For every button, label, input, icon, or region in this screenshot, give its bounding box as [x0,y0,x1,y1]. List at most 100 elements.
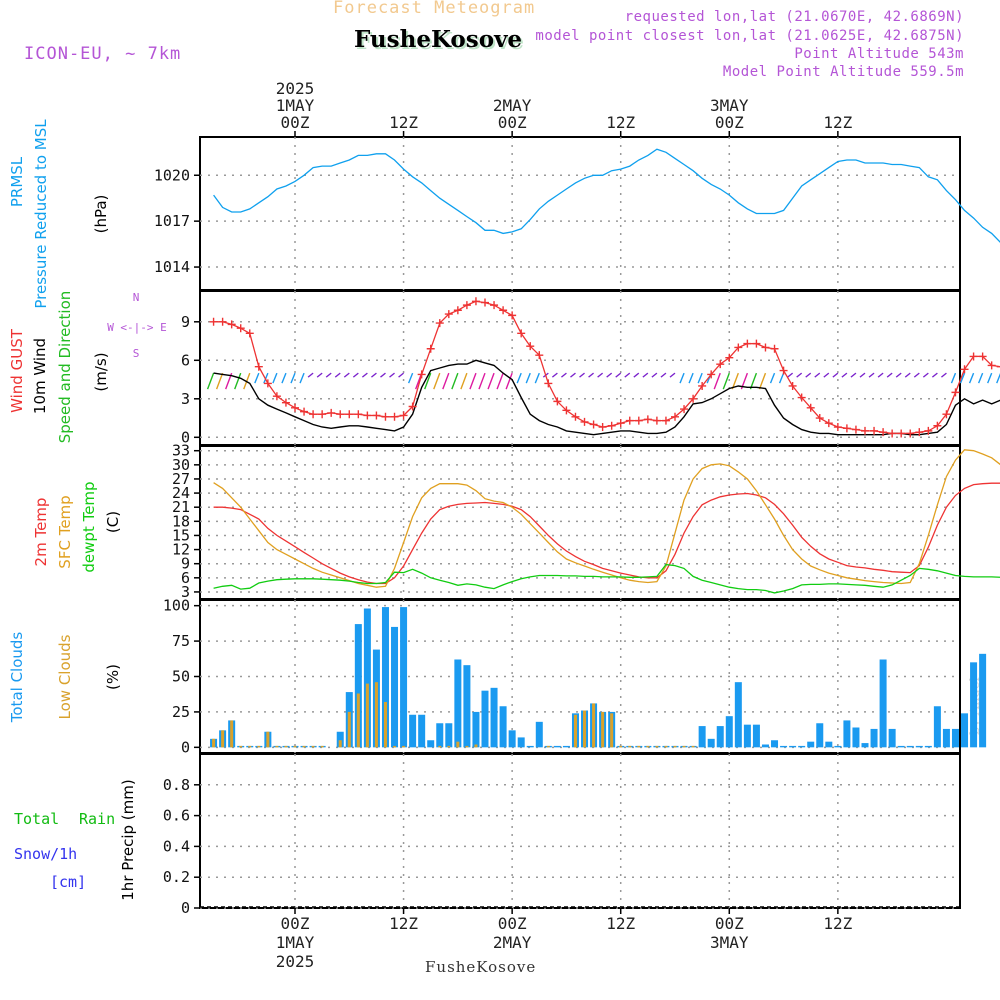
precip-ytick-label: 0.2 [163,868,190,886]
gust-marker [680,405,689,414]
low-cloud-bar [664,745,668,748]
gust-marker [770,344,779,353]
wind-barb [560,372,567,378]
wind-barb [987,372,993,384]
pressure-label-desc: Pressure Reduced to MSL [32,119,50,309]
wind-barb [624,372,631,378]
gust-marker [209,317,218,326]
total-cloud-bar [481,690,489,748]
total-cloud-bar [852,727,860,748]
low-cloud-bar [456,741,460,748]
gust-marker [861,426,869,435]
wind-barb [272,372,278,384]
gust-marker [915,428,924,437]
low-cloud-bar [691,745,695,748]
total-cloud-bar [924,745,932,748]
low-cloud-bar [365,683,369,748]
low-cloud-bar [628,745,632,748]
gust-marker [535,351,544,360]
total-cloud-bar [942,728,950,748]
gust-marker [788,381,797,390]
gust-marker [933,421,942,430]
low-cloud-bar [402,745,406,748]
wind-barb [669,372,676,378]
gust-marker [263,379,272,388]
wind-barb [713,372,721,390]
temperature-ytick-label: 12 [172,541,190,559]
total-cloud-bar [816,723,824,748]
total-cloud-bar [454,659,462,748]
cloud-bars [210,607,987,748]
compass-north: N [133,291,140,304]
gust-marker [797,393,806,402]
temperature-ytick-label: 33 [172,442,190,460]
total-cloud-bar [897,745,905,748]
low-cloud-bar [583,710,587,748]
gust-marker [245,329,254,338]
wind-barb [334,372,341,378]
bottom-time-label: 00Z [715,914,744,933]
total-cloud-bar [951,728,959,748]
total-cloud-bar [771,740,779,748]
total-cloud-bar [698,726,706,748]
wind-barb [868,372,875,378]
gust-marker [453,306,462,315]
total-cloud-bar [562,745,570,748]
gust-marker [327,408,336,417]
wind-barb [679,372,685,384]
pressure-ytick-label: 1014 [154,258,190,276]
model-label: ICON-EU, ~ 7km [24,44,182,64]
gust-marker [408,402,417,411]
tsfc-line [213,449,1000,588]
total-cloud-bar [789,745,797,748]
gust-marker [743,339,752,348]
gust-marker [481,298,489,307]
bottom-time-label: 2025 [276,952,315,971]
total-cloud-bar [752,724,760,748]
low-cloud-bar [221,730,225,748]
total-cloud-bar [843,720,851,748]
clouds-ytick-label: 50 [172,668,190,686]
gust-marker [309,410,318,419]
gust-marker [652,416,661,425]
wind-barb [922,372,929,378]
precip-axis-label: 1hr Precip (mm) [119,779,137,900]
total-cloud-bar [436,723,444,748]
gust-marker [616,419,625,428]
gust-marker [426,344,435,353]
total-cloud-bar [716,726,724,748]
wind-barb [361,372,368,378]
gust-marker [227,320,236,329]
low-cloud-bar [257,745,261,748]
gust-marker [725,353,734,362]
total-cloud-bar [553,745,561,748]
temp-label-2m: 2m Temp [32,498,50,567]
wind-barb [307,372,314,378]
wind-barb [606,372,613,378]
gust-marker [897,429,906,438]
top-time-label: 12Z [823,113,852,132]
wind-barb [442,372,450,390]
wind-barb [660,372,667,378]
low-cloud-bar [546,745,550,748]
gust-marker [643,415,652,424]
total-cloud-bar [409,714,417,748]
low-cloud-bar [655,745,659,748]
gust-marker [752,339,761,348]
low-cloud-bar [610,713,614,748]
wind-barb [254,372,260,384]
top-time-label: 00Z [498,113,527,132]
precip-ytick-label: 0 [181,899,190,917]
gust-marker [300,407,309,416]
gust-marker [598,423,607,432]
wind-panel-frame [199,290,961,446]
wind-barb [516,372,522,384]
top-time-label: 1MAY [276,96,315,115]
bottom-time-label: 3MAY [710,933,749,952]
wind-barb [525,372,531,384]
total-cloud-bar [807,741,815,748]
bottom-time-label: 12Z [606,914,635,933]
wind-barb [850,372,857,378]
gust-marker [462,301,471,310]
gust-marker [508,311,517,320]
